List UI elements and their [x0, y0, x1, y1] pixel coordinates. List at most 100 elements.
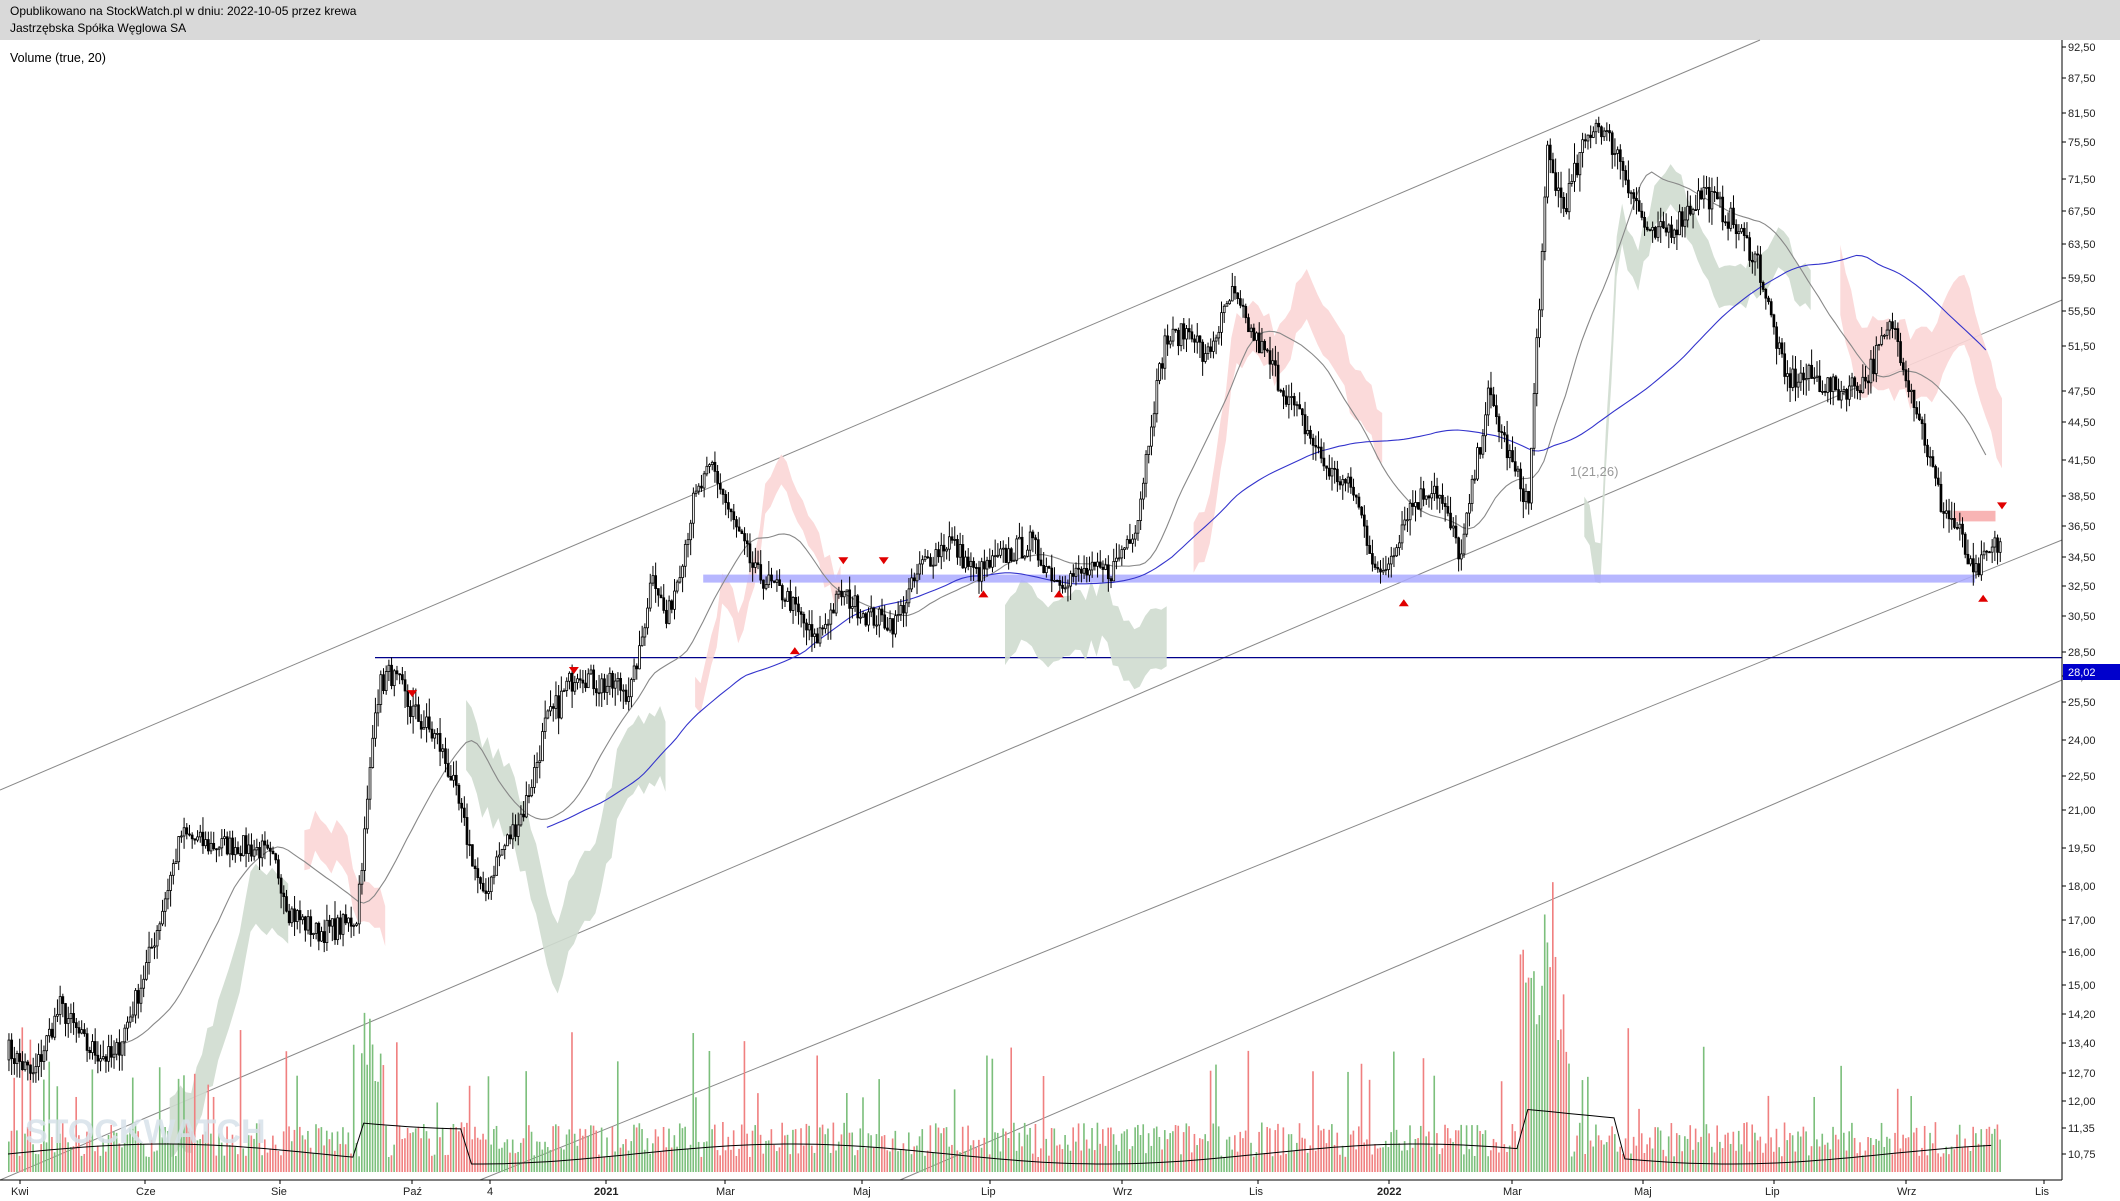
- candle-body: [934, 549, 938, 566]
- candle-body: [1562, 196, 1566, 209]
- volume-bar: [1422, 1058, 1425, 1172]
- candle-body: [163, 898, 167, 912]
- volume-bar: [1371, 1154, 1374, 1172]
- candle-body: [484, 890, 488, 894]
- volume-bar: [1463, 1154, 1465, 1172]
- volume-bar: [360, 1053, 363, 1172]
- price-tick-label: 67,50: [2068, 206, 2096, 218]
- candle-body: [1594, 122, 1598, 133]
- volume-average-line: [7, 1108, 1992, 1165]
- volume-bar: [1102, 1129, 1104, 1172]
- candle-body: [1980, 554, 1983, 576]
- volume-bar: [1204, 1134, 1207, 1172]
- volume-bar: [1034, 1124, 1037, 1172]
- volume-bar: [183, 1075, 185, 1172]
- candle-body: [1885, 329, 1889, 336]
- volume-bar: [1139, 1135, 1142, 1172]
- volume-bar: [571, 1032, 573, 1172]
- candle-body: [1807, 364, 1811, 379]
- candle-body: [150, 946, 154, 949]
- candle-body: [1721, 196, 1725, 223]
- candle-body: [1381, 570, 1385, 573]
- volume-bar: [641, 1129, 643, 1172]
- volume-bar: [45, 1142, 48, 1172]
- volume-bar: [1444, 1124, 1446, 1172]
- candle-body: [1675, 229, 1679, 236]
- candle-body: [1012, 559, 1016, 562]
- candle-body: [972, 560, 975, 568]
- volume-bar: [422, 1124, 425, 1172]
- candle-body: [392, 670, 396, 687]
- candle-body: [759, 564, 763, 581]
- candle-body: [454, 774, 458, 786]
- volume-bar: [140, 1142, 142, 1172]
- candle-body: [702, 473, 706, 489]
- volume-bar: [323, 1145, 325, 1172]
- candle-body: [964, 556, 967, 569]
- volume-bar: [1126, 1129, 1128, 1172]
- volume-bar: [673, 1135, 676, 1172]
- candle-body: [1139, 498, 1143, 521]
- volume-bar: [495, 1125, 498, 1172]
- candle-body: [834, 593, 838, 614]
- candle-body: [710, 461, 714, 465]
- volume-bar: [1398, 1143, 1401, 1172]
- candle-body: [1904, 369, 1908, 382]
- volume-bar: [342, 1127, 344, 1172]
- candle-body: [492, 874, 496, 878]
- volume-bar: [56, 1086, 59, 1172]
- volume-bar: [1848, 1131, 1851, 1172]
- volume-bar: [48, 1061, 51, 1172]
- candle-body: [597, 692, 601, 695]
- volume-bar: [1290, 1134, 1293, 1172]
- sell-marker: [407, 690, 418, 698]
- support-resistance-zones: [703, 510, 1996, 583]
- candle-body: [1538, 309, 1541, 339]
- candle-body: [923, 556, 927, 561]
- volume-bar: [468, 1085, 471, 1172]
- candle-body: [1742, 227, 1746, 236]
- price-tick-label: 75,50: [2068, 137, 2096, 149]
- candle-body: [1872, 358, 1875, 375]
- volume-bar: [700, 1156, 703, 1172]
- candle-body: [1384, 569, 1388, 571]
- volume-bar: [1336, 1132, 1339, 1172]
- volume-bar: [142, 1144, 145, 1172]
- volume-bar: [1818, 1146, 1821, 1172]
- candle-body: [754, 562, 757, 568]
- candle-body: [1600, 126, 1603, 138]
- candle-body: [1613, 153, 1617, 155]
- candle-body: [1317, 446, 1320, 449]
- volume-bar: [261, 1155, 263, 1172]
- volume-bar: [819, 1127, 821, 1172]
- candle-body: [716, 470, 719, 484]
- volume-bar: [654, 1129, 657, 1172]
- volume-bar: [1878, 1140, 1880, 1172]
- volume-bar: [926, 1150, 929, 1172]
- candle-body: [853, 595, 857, 607]
- volume-bar: [188, 1128, 191, 1172]
- candle-body: [282, 892, 286, 897]
- volume-bar: [204, 1131, 207, 1172]
- candle-body: [948, 536, 951, 550]
- candle-body: [414, 704, 418, 707]
- candle-body: [339, 917, 342, 935]
- candle-body: [1831, 376, 1835, 393]
- volume-bar: [436, 1102, 439, 1172]
- candle-body: [452, 774, 455, 781]
- candle-body: [551, 706, 555, 709]
- volume-bar: [1883, 1146, 1886, 1172]
- volume-bar: [1587, 1076, 1589, 1172]
- candle-body: [1093, 561, 1097, 567]
- volume-bar: [1155, 1126, 1158, 1172]
- candle-body: [1802, 372, 1805, 381]
- volume-bar: [619, 1147, 622, 1172]
- candle-body: [1150, 426, 1153, 447]
- candle-body: [190, 834, 194, 840]
- volume-bar: [1552, 882, 1554, 1172]
- price-tick-label: 41,50: [2068, 455, 2096, 467]
- candle-body: [1212, 340, 1215, 352]
- candle-body: [851, 606, 854, 609]
- volume-bar: [1632, 1136, 1635, 1172]
